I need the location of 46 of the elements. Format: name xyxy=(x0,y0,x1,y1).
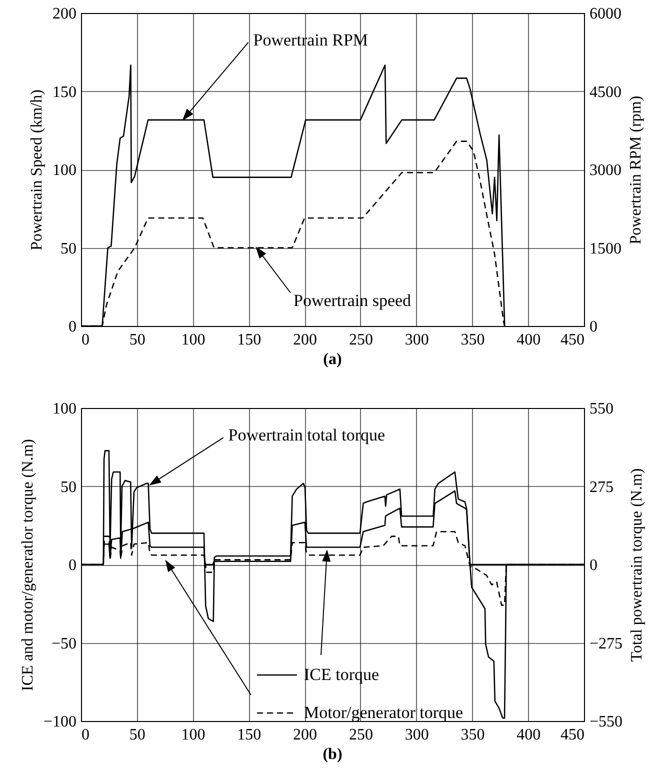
y-tick-label: 50 xyxy=(60,478,76,496)
x-tick-label: 50 xyxy=(129,332,146,348)
y-tick-label: 50 xyxy=(60,240,76,258)
x-tick-label: 350 xyxy=(460,332,485,348)
text: (a) xyxy=(323,351,342,368)
y2-tick-label: 550 xyxy=(590,400,614,418)
y2-tick-label: −550 xyxy=(590,714,623,730)
x-tick-label: 100 xyxy=(181,726,206,744)
y-tick-label: 100 xyxy=(52,162,76,179)
y2-tick-label: 0 xyxy=(590,557,598,574)
x-tick-label: 350 xyxy=(460,726,485,744)
y2-tick-label: −275 xyxy=(590,635,623,652)
x-tick-label: 250 xyxy=(348,726,373,744)
y2-tick-label: 0 xyxy=(590,318,598,336)
y-axis-title: ICE and motor/generatlor torque (N.m) xyxy=(19,439,36,691)
y-axis-title: Powertrain Speed (km/h) xyxy=(28,90,46,250)
x-tick-label: 0 xyxy=(82,332,90,348)
y-tick-label: 0 xyxy=(68,557,76,574)
y2-tick-label: 6000 xyxy=(590,6,622,22)
x-tick-label: 400 xyxy=(516,332,541,348)
y-tick-label: 150 xyxy=(52,84,76,101)
y-tick-label: 0 xyxy=(68,318,76,336)
y-tick-label: −50 xyxy=(51,635,76,652)
y2-tick-label: 1500 xyxy=(590,240,622,258)
y2-axis-title: Powertrain RPM (rpm) xyxy=(628,96,644,244)
x-tick-label: 300 xyxy=(404,332,429,348)
y2-tick-label: 4500 xyxy=(590,84,622,101)
x-tick-label: 150 xyxy=(237,726,262,744)
x-tick-label: 450 xyxy=(560,332,584,348)
x-tick-label: 200 xyxy=(293,332,318,348)
y2-tick-label: 3000 xyxy=(590,162,622,179)
y2-tick-label: 275 xyxy=(590,478,614,496)
x-tick-label: 250 xyxy=(348,332,373,348)
x-tick-label: 0 xyxy=(82,726,90,744)
y-tick-label: 200 xyxy=(52,6,76,22)
x-tick-label: 100 xyxy=(181,332,206,348)
y-tick-label: −100 xyxy=(43,714,76,730)
x-tick-label: 150 xyxy=(237,332,262,348)
y-tick-label: 100 xyxy=(52,400,76,418)
x-tick-label: 50 xyxy=(129,726,146,744)
text: (b) xyxy=(322,746,342,763)
x-tick-label: 200 xyxy=(293,726,318,744)
x-tick-label: 300 xyxy=(404,726,429,744)
y2-axis-title: Total powertrain torque (N.m) xyxy=(628,468,646,662)
x-tick-label: 450 xyxy=(560,726,584,744)
x-tick-label: 400 xyxy=(516,726,541,744)
